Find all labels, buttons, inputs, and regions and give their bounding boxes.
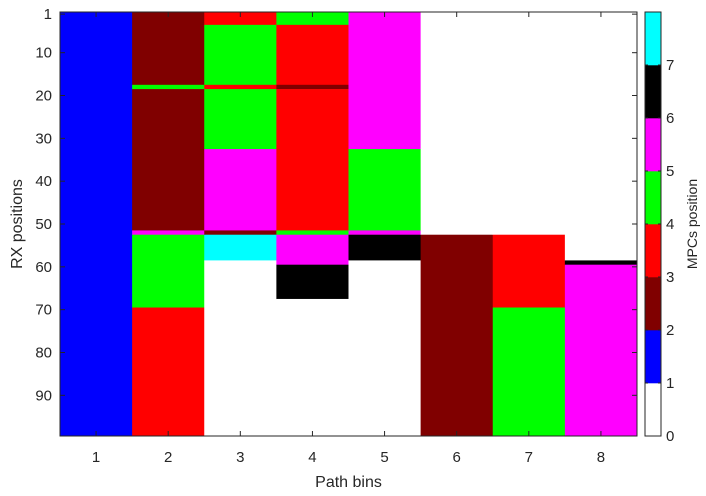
heatmap-cell <box>420 234 494 437</box>
colorbar-tick-label: 4 <box>666 216 674 233</box>
heatmap-cell <box>492 234 566 308</box>
colorbar-swatch <box>645 118 661 172</box>
colorbar-tick-label: 0 <box>666 428 674 445</box>
y-axis-ticks: 1 10 20 30 40 50 60 70 80 90 <box>35 6 637 404</box>
heatmap-cell <box>132 12 205 86</box>
heatmap-cell <box>276 298 349 437</box>
heatmap-cells <box>60 12 638 437</box>
y-tick-label: 60 <box>35 259 52 276</box>
heatmap-cell <box>132 89 205 231</box>
heatmap-cell <box>348 149 422 231</box>
x-tick-label: 4 <box>308 449 316 466</box>
heatmap-cell <box>276 234 349 265</box>
heatmap-cell <box>276 89 349 231</box>
x-axis-ticks: 1 2 3 4 5 6 7 8 <box>92 12 605 466</box>
heatmap-cell <box>492 307 566 437</box>
x-tick-label: 5 <box>380 449 388 466</box>
heatmap-cell <box>204 230 277 236</box>
y-tick-label: 50 <box>35 216 52 233</box>
heatmap-cell <box>276 84 349 90</box>
colorbar-swatch <box>645 330 661 384</box>
x-axis-label: Path bins <box>315 474 382 491</box>
y-tick-label: 10 <box>35 45 52 62</box>
heatmap-cell <box>204 12 277 26</box>
x-tick-label: 8 <box>597 449 605 466</box>
heatmap-cell <box>564 264 638 437</box>
colorbar-swatch <box>645 224 661 278</box>
heatmap-cell <box>204 234 277 261</box>
heatmap-cell <box>204 89 277 150</box>
heatmap-cell <box>564 260 638 265</box>
heatmap-cell <box>492 12 566 236</box>
heatmap-cell <box>132 234 205 308</box>
colorbar-tick-label: 5 <box>666 163 674 180</box>
heatmap-cell <box>420 12 494 236</box>
y-tick-label: 90 <box>35 387 52 404</box>
heatmap-cell <box>276 264 349 300</box>
colorbar <box>645 12 661 437</box>
y-tick-label: 40 <box>35 173 52 190</box>
y-tick-label: 20 <box>35 88 52 105</box>
heatmap-cell <box>564 12 638 261</box>
colorbar-swatch <box>645 277 661 331</box>
heatmap-cell <box>132 307 205 437</box>
colorbar-tick-label: 1 <box>666 375 674 392</box>
y-axis-label: RX positions <box>9 179 26 269</box>
y-tick-label: 70 <box>35 302 52 319</box>
heatmap-cell <box>204 24 277 86</box>
colorbar-swatch <box>645 171 661 225</box>
heatmap-cell <box>204 149 277 231</box>
heatmap-cell <box>348 260 422 437</box>
y-tick-label: 1 <box>44 6 52 23</box>
heatmap-cell <box>204 84 277 90</box>
x-tick-label: 1 <box>92 449 100 466</box>
colorbar-swatch <box>645 12 661 66</box>
x-tick-label: 2 <box>164 449 172 466</box>
colorbar-tick-label: 7 <box>666 57 674 74</box>
colorbar-tick-label: 3 <box>666 269 674 286</box>
x-tick-label: 6 <box>453 449 461 466</box>
heatmap-cell <box>204 260 277 437</box>
y-tick-label: 80 <box>35 344 52 361</box>
colorbar-label: MPCs position <box>684 179 700 269</box>
heatmap-cell <box>348 234 422 261</box>
colorbar-ticks: 0 1 2 3 4 5 6 7 <box>645 57 674 445</box>
x-tick-label: 7 <box>525 449 533 466</box>
heatmap-cell <box>132 230 205 236</box>
colorbar-swatch <box>645 383 661 437</box>
heatmap-cell <box>348 12 422 150</box>
heatmap-cell <box>276 230 349 236</box>
heatmap-cell <box>132 84 205 90</box>
y-tick-label: 30 <box>35 130 52 147</box>
heatmap-cell <box>276 12 349 26</box>
x-tick-label: 3 <box>236 449 244 466</box>
heatmap-cell <box>60 12 133 437</box>
colorbar-swatch <box>645 65 661 119</box>
colorbar-tick-label: 6 <box>666 110 674 127</box>
colorbar-tick-label: 2 <box>666 322 674 339</box>
heatmap-cell <box>348 230 422 236</box>
heatmap-cell <box>276 24 349 86</box>
